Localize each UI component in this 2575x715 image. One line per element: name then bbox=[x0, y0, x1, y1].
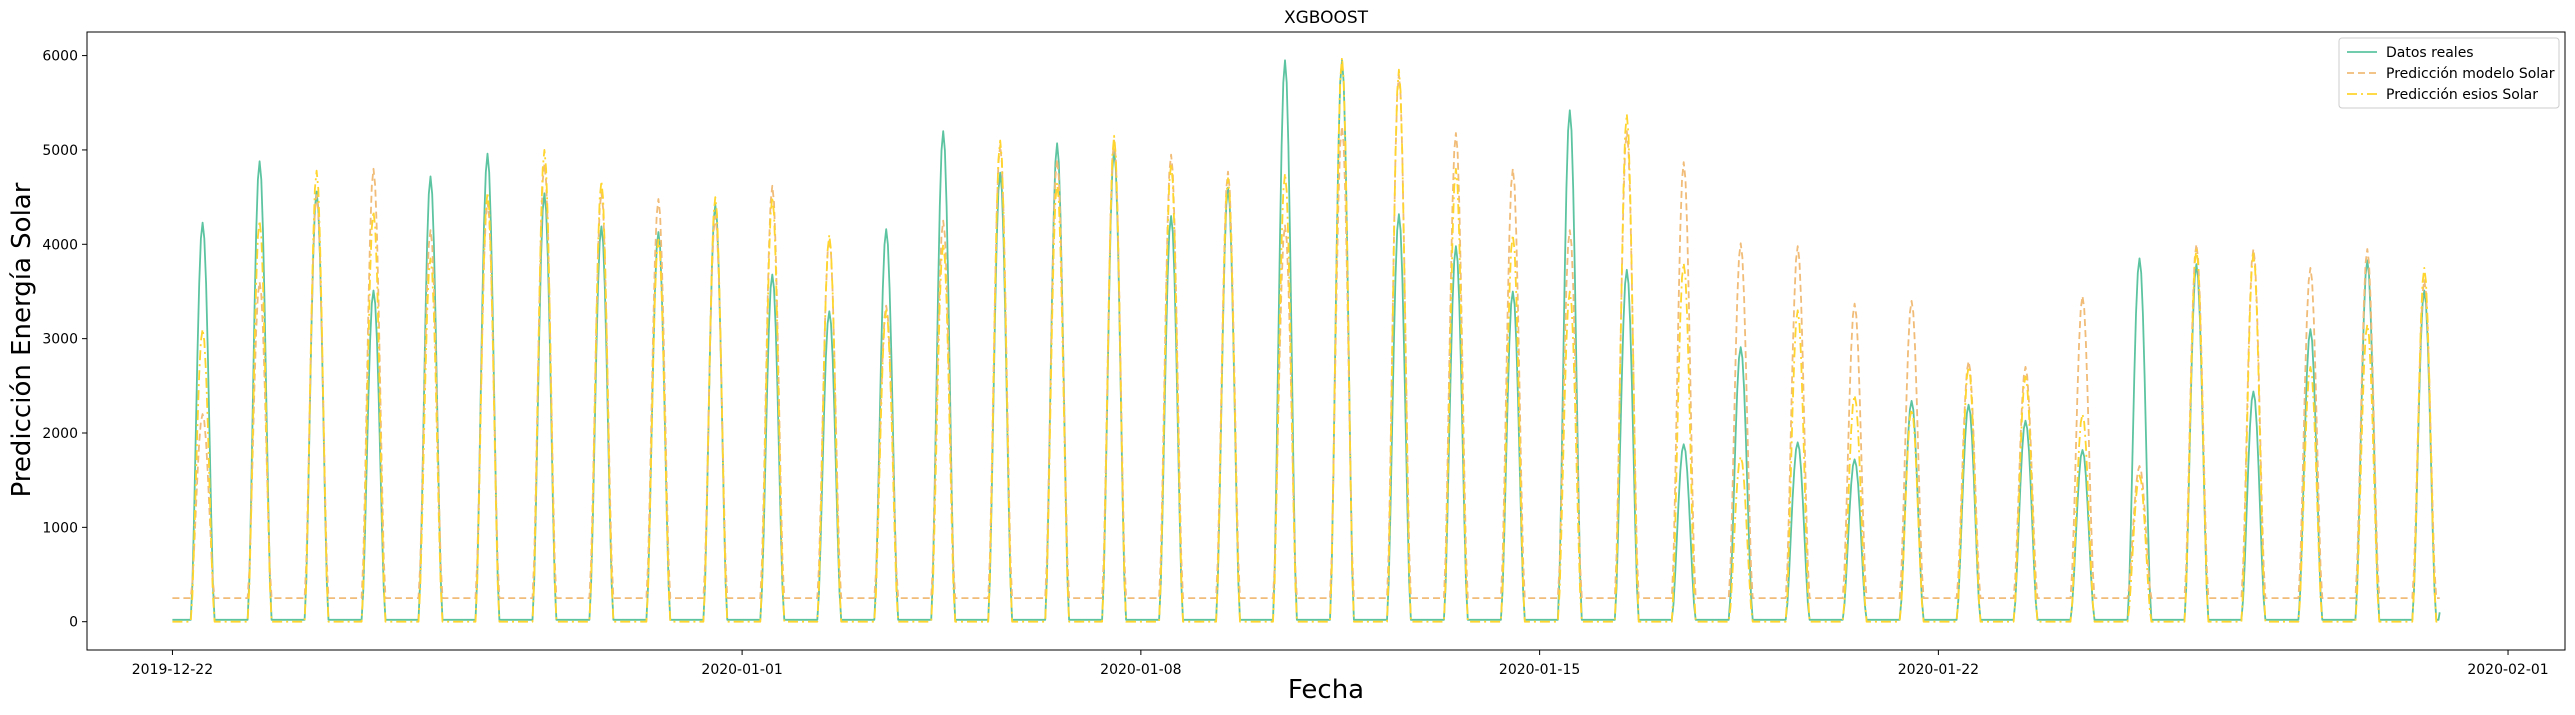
series-line-3 bbox=[172, 56, 2440, 623]
plot-frame bbox=[86, 31, 2566, 651]
x-tick-label: 2020-01-22 bbox=[1898, 662, 1979, 678]
y-tick-label: 2000 bbox=[42, 426, 78, 442]
x-axis-ticks: 2019-12-22 2020-01-01 2020-01-08 2020-01-15… bbox=[132, 650, 2549, 678]
legend-label: Datos reales bbox=[2386, 45, 2474, 61]
x-tick-label: 2020-01-01 bbox=[701, 662, 782, 678]
x-tick-label: 2020-01-08 bbox=[1100, 662, 1181, 678]
x-tick-label: 2019-12-22 bbox=[132, 662, 213, 678]
y-axis-label: Predicción Energía Solar bbox=[7, 182, 37, 497]
series-layer bbox=[172, 56, 2441, 623]
legend-label: Predicción esios Solar bbox=[2386, 87, 2538, 103]
y-tick-label: 1000 bbox=[42, 520, 78, 536]
y-tick-label: 6000 bbox=[42, 49, 78, 65]
x-tick-label: 2020-01-15 bbox=[1499, 662, 1580, 678]
y-axis-ticks: 0 1000 2000 3000 4000 5000 6000 bbox=[42, 49, 87, 631]
y-tick-label: 0 bbox=[69, 615, 78, 631]
series-line-1 bbox=[172, 59, 2441, 621]
y-tick-label: 5000 bbox=[42, 143, 78, 159]
chart-title: XGBOOST bbox=[1284, 8, 1369, 28]
series-line-2 bbox=[172, 73, 2440, 599]
legend: Datos reales Predicción modelo Solar Predi… bbox=[2338, 37, 2560, 109]
y-tick-label: 3000 bbox=[42, 332, 78, 348]
legend-box bbox=[2338, 37, 2560, 109]
x-axis-label: Fecha bbox=[1288, 675, 1364, 705]
y-tick-label: 4000 bbox=[42, 237, 78, 253]
x-tick-label: 2020-02-01 bbox=[2467, 662, 2548, 678]
legend-label: Predicción modelo Solar bbox=[2386, 66, 2555, 82]
